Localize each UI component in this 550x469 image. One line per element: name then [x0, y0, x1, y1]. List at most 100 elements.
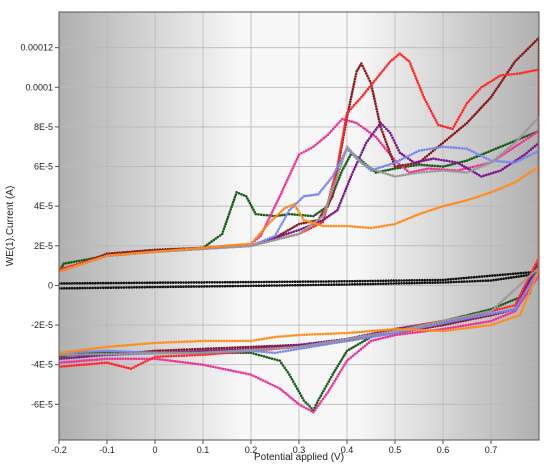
data-point [462, 276, 466, 280]
data-point [120, 365, 123, 368]
data-point [164, 341, 167, 344]
data-point [484, 83, 488, 86]
data-point [327, 224, 330, 228]
data-point [467, 314, 470, 318]
data-point [429, 151, 433, 154]
data-point [321, 187, 325, 190]
data-point [99, 352, 103, 356]
data-point [234, 284, 237, 288]
data-point [452, 280, 456, 284]
data-point [257, 242, 260, 246]
data-point [351, 105, 354, 109]
data-point [453, 122, 457, 126]
data-point [274, 204, 277, 207]
data-point [151, 356, 154, 360]
data-point [350, 331, 354, 334]
data-point [530, 273, 533, 276]
data-point [84, 350, 87, 354]
data-point [336, 172, 340, 176]
data-point [339, 174, 342, 177]
x-tick-label: -0.1 [99, 445, 115, 455]
data-point [184, 247, 188, 251]
data-point [412, 151, 416, 155]
data-point [353, 283, 357, 286]
data-point [433, 278, 437, 282]
data-point [388, 60, 392, 63]
data-point [380, 70, 384, 73]
data-point [511, 272, 515, 276]
data-point [361, 282, 364, 286]
data-point [400, 219, 404, 223]
data-point [496, 321, 500, 324]
data-point [324, 283, 328, 287]
data-point [528, 70, 531, 73]
data-point [244, 195, 248, 198]
series-9 [59, 165, 539, 355]
data-point [244, 372, 248, 375]
data-point [343, 364, 346, 367]
data-point [503, 166, 507, 169]
data-point [276, 386, 279, 389]
data-point [266, 347, 270, 351]
data-point [450, 160, 454, 163]
data-point [402, 154, 406, 157]
data-point [392, 282, 396, 285]
data-point [525, 274, 528, 277]
data-point [88, 355, 91, 358]
data-point [470, 157, 474, 160]
data-point [143, 281, 146, 285]
data-point [288, 208, 291, 212]
data-point [313, 408, 317, 412]
data-point [158, 281, 162, 284]
data-point [134, 365, 138, 368]
data-point [328, 197, 331, 201]
data-point [506, 142, 510, 146]
data-point [523, 135, 526, 139]
data-point [484, 151, 488, 154]
data-point [409, 164, 413, 168]
data-point [426, 324, 430, 328]
data-point [470, 316, 473, 319]
data-point [249, 244, 253, 248]
data-point [451, 127, 454, 131]
data-point [499, 301, 502, 304]
data-point [65, 356, 68, 360]
data-point [329, 386, 332, 390]
data-point [204, 347, 207, 351]
data-point [214, 350, 218, 354]
data-point [296, 213, 299, 217]
data-point [381, 328, 384, 332]
data-point [306, 283, 310, 287]
data-point [476, 110, 479, 114]
data-point [347, 348, 351, 351]
data-point [237, 192, 241, 195]
data-point [307, 345, 311, 349]
data-point [302, 405, 306, 409]
data-point [123, 344, 126, 347]
data-point [424, 323, 427, 327]
data-point [268, 382, 272, 386]
data-point [349, 337, 353, 340]
data-point [393, 327, 397, 331]
data-point [321, 218, 325, 222]
data-point [530, 43, 533, 47]
data-point [96, 281, 100, 285]
data-point [484, 320, 488, 324]
data-point [75, 286, 79, 290]
data-point [270, 219, 274, 222]
data-point [270, 284, 274, 287]
data-point [254, 338, 258, 342]
data-point [410, 65, 413, 68]
data-point [108, 345, 111, 349]
data-point [298, 212, 302, 215]
data-point [460, 160, 464, 164]
data-point [183, 348, 186, 351]
data-point [444, 278, 447, 282]
data-point [339, 119, 342, 123]
data-point [235, 349, 238, 353]
data-point [316, 212, 319, 215]
data-point [124, 357, 127, 361]
data-point [285, 235, 288, 239]
data-point [216, 285, 219, 288]
data-point [343, 353, 346, 357]
